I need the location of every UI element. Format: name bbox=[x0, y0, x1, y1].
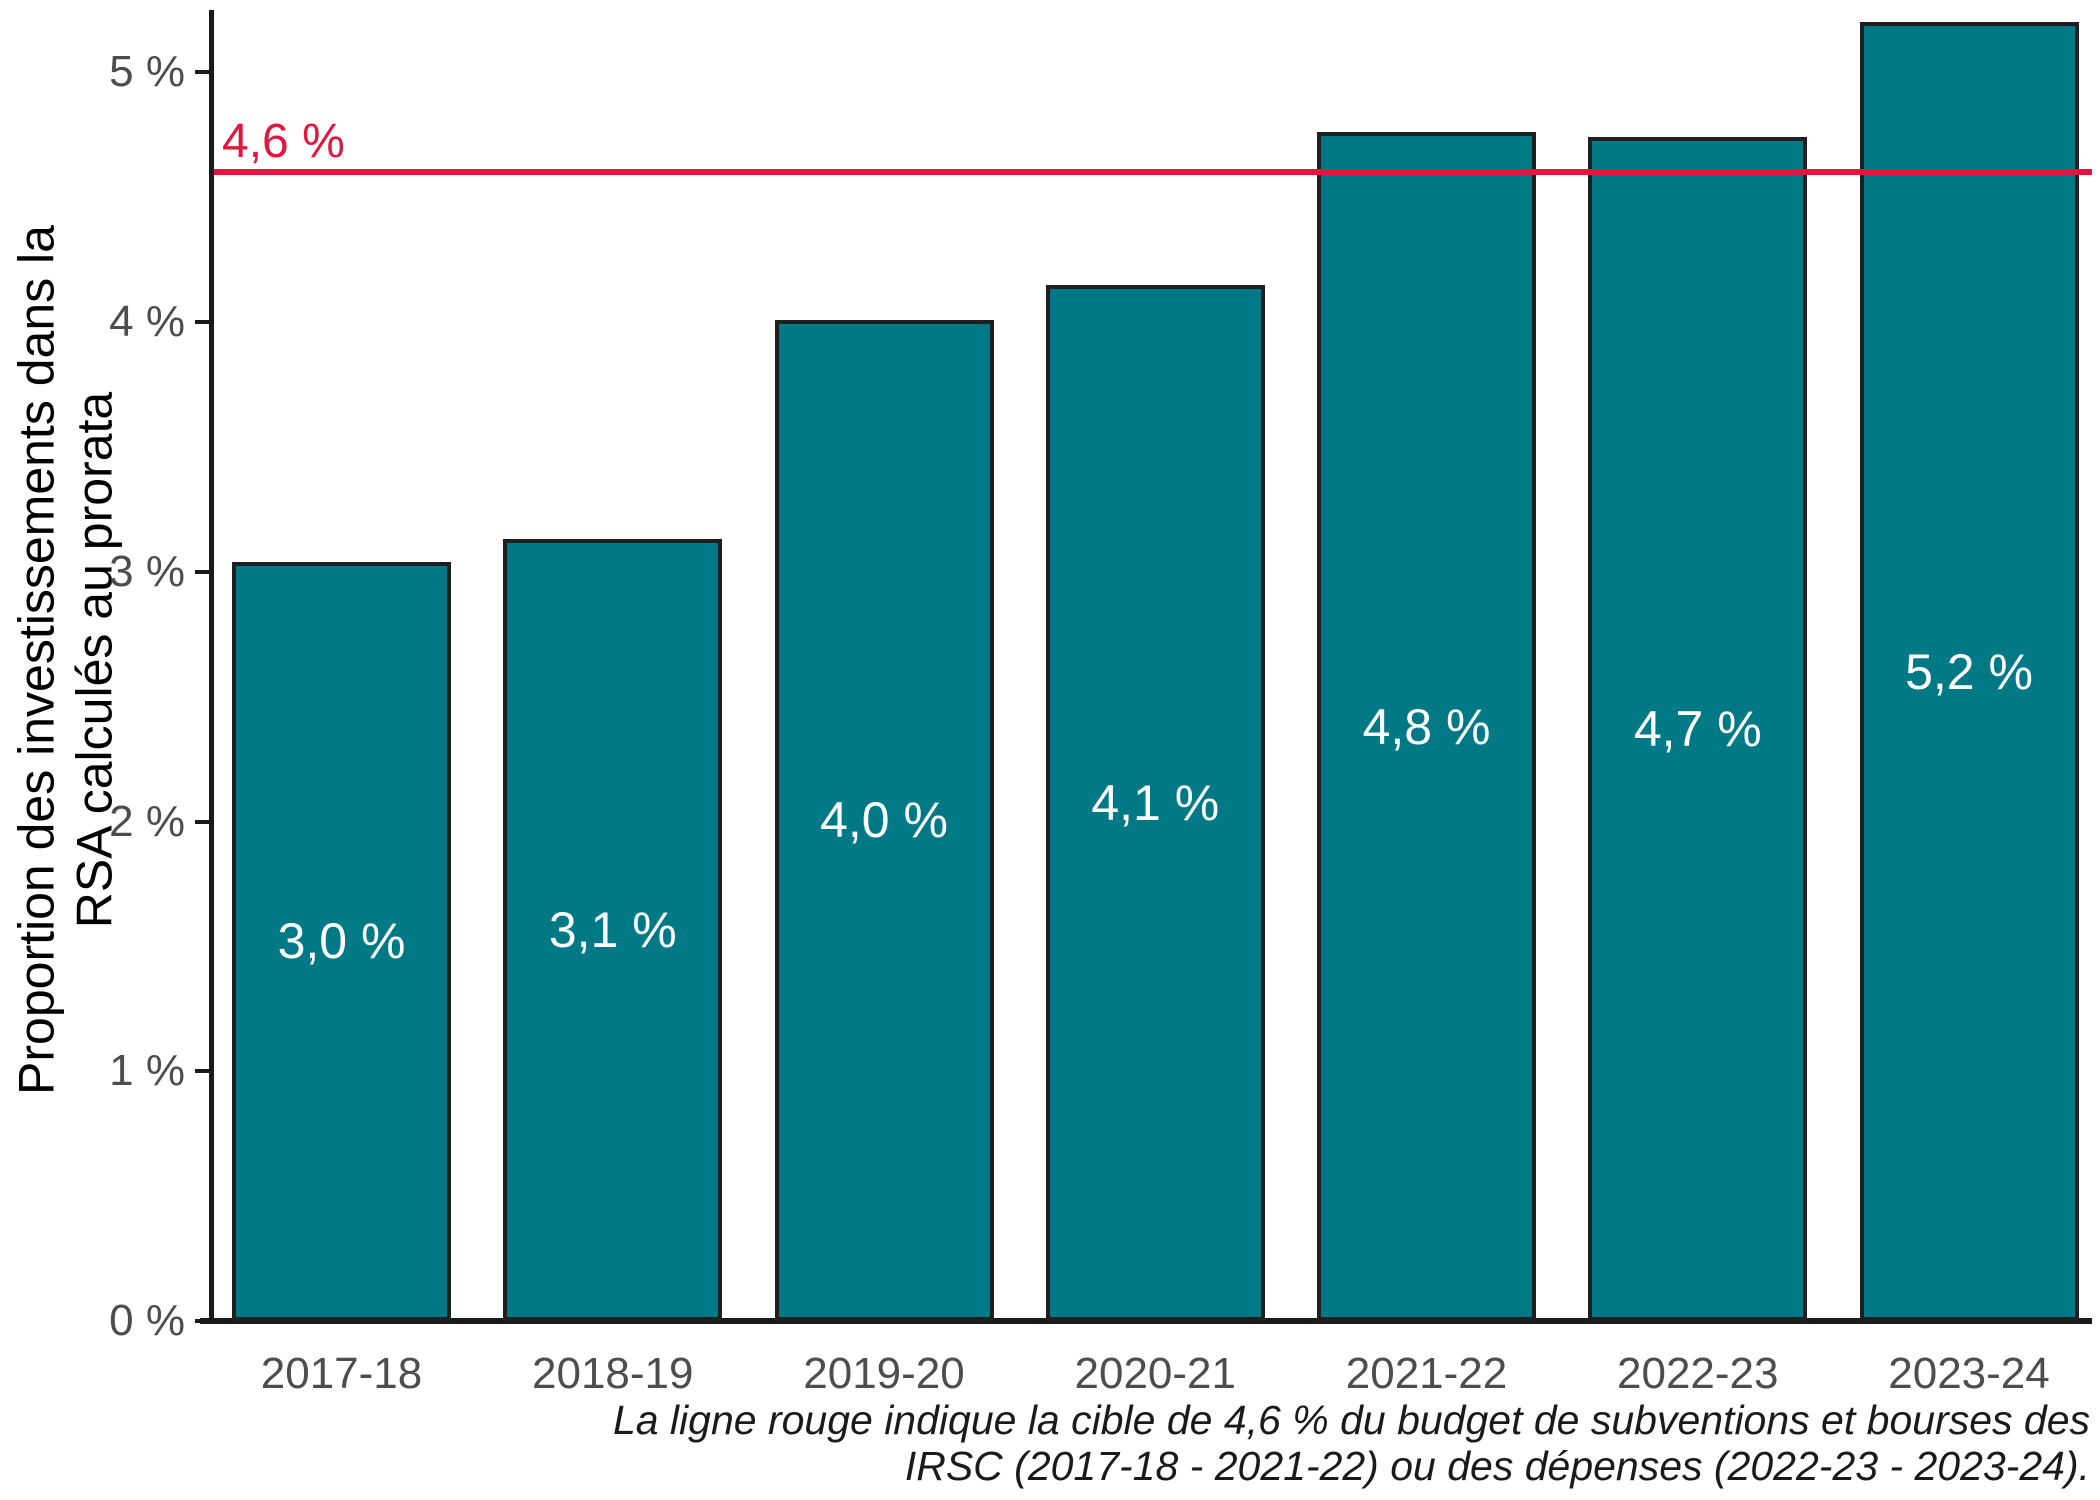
target-line bbox=[214, 169, 2092, 176]
bar bbox=[774, 319, 994, 1321]
bar bbox=[503, 539, 723, 1321]
y-tick-mark bbox=[195, 70, 209, 75]
bar-value-label: 5,2 % bbox=[1905, 643, 2033, 700]
y-tick-mark bbox=[195, 320, 209, 325]
y-tick-mark bbox=[195, 569, 209, 574]
y-tick-label: 4 % bbox=[109, 297, 185, 347]
x-tick-label: 2018-19 bbox=[532, 1349, 694, 1398]
caption-line-1: La ligne rouge indique la cible de 4,6 %… bbox=[612, 1397, 2090, 1443]
y-axis-title-line-1: Proportion des investissements dans la bbox=[8, 225, 65, 1095]
y-tick-label: 3 % bbox=[109, 546, 185, 596]
y-tick-label: 1 % bbox=[109, 1046, 185, 1096]
chart-caption: La ligne rouge indique la cible de 4,6 %… bbox=[612, 1397, 2090, 1490]
bar bbox=[1859, 22, 2079, 1321]
bar-value-label: 4,1 % bbox=[1091, 774, 1220, 831]
x-tick-label: 2017-18 bbox=[260, 1349, 423, 1398]
y-axis-title: Proportion des investissements dans la R… bbox=[9, 0, 124, 1410]
x-tick-label: 2022-23 bbox=[1617, 1349, 1779, 1398]
target-line-label: 4,6 % bbox=[222, 115, 345, 169]
caption-line-2: IRSC (2017-18 - 2021-22) ou des dépenses… bbox=[904, 1442, 2090, 1489]
bar bbox=[1588, 137, 1808, 1321]
y-tick-mark bbox=[195, 819, 209, 824]
bar bbox=[1045, 284, 1265, 1321]
y-tick-mark bbox=[195, 1319, 209, 1323]
x-tick-label: 2021-22 bbox=[1345, 1349, 1508, 1398]
y-tick-label: 0 % bbox=[109, 1296, 185, 1345]
bar-value-label: 4,7 % bbox=[1633, 701, 1762, 758]
y-axis-title-line-2: RSA calculés au prorata bbox=[66, 391, 122, 929]
x-tick-label: 2020-21 bbox=[1074, 1349, 1236, 1398]
y-tick-label: 5 % bbox=[109, 47, 185, 97]
bar-value-label: 3,1 % bbox=[548, 902, 677, 959]
bar-value-label: 4,0 % bbox=[820, 792, 948, 849]
bar-value-label: 4,8 % bbox=[1362, 698, 1491, 755]
bar bbox=[1317, 132, 1536, 1321]
bar bbox=[232, 561, 451, 1321]
y-axis-line bbox=[209, 10, 214, 1324]
y-tick-label: 2 % bbox=[109, 796, 185, 846]
x-tick-label: 2019-20 bbox=[803, 1349, 965, 1398]
x-tick-label: 2023-24 bbox=[1888, 1349, 2050, 1398]
x-axis-line bbox=[200, 1318, 2092, 1324]
y-tick-mark bbox=[195, 1069, 209, 1074]
bar-value-label: 3,0 % bbox=[277, 913, 406, 970]
